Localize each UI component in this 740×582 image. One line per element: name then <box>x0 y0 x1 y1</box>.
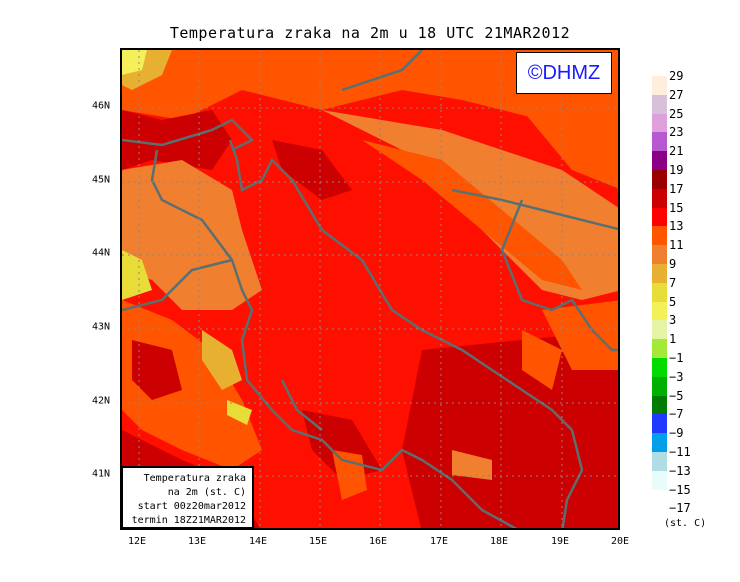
legend-swatch <box>652 113 667 133</box>
coastline-and-borders <box>122 50 618 528</box>
legend-swatch <box>652 376 667 396</box>
x-tick: 16E <box>368 536 388 547</box>
legend-label: −3 <box>669 369 684 384</box>
legend-label: 27 <box>669 87 684 102</box>
y-tick: 44N <box>92 247 111 259</box>
y-tick: 43N <box>92 321 111 333</box>
legend-swatch <box>652 320 667 340</box>
figure-title: Temperatura zraka na 2m u 18 UTC 21MAR20… <box>169 24 571 42</box>
legend-unit: (st. C) <box>664 518 707 529</box>
legend-swatch <box>652 132 667 152</box>
graticule <box>122 50 618 528</box>
legend-swatch <box>652 207 667 227</box>
info-line: termin 18Z21MAR2012 <box>131 515 246 526</box>
info-line: Temperatura zraka <box>143 473 246 484</box>
legend-label: 19 <box>669 163 684 177</box>
legend-swatch <box>652 188 667 208</box>
map-field <box>122 50 618 528</box>
legend-swatch <box>652 452 667 471</box>
legend-swatch <box>652 301 667 321</box>
legend-label: 9 <box>669 257 677 271</box>
legend-label: 5 <box>669 294 677 309</box>
legend-label: 29 <box>669 69 684 83</box>
x-tick: 13E <box>187 536 207 547</box>
legend-swatch <box>652 339 667 358</box>
legend-label: 23 <box>669 125 684 140</box>
legend-label: 7 <box>669 275 677 290</box>
temperature-fill <box>122 50 618 528</box>
dhmz-logo: ©DHMZ <box>516 52 612 94</box>
legend-label: 21 <box>669 144 684 159</box>
legend-swatch <box>652 94 667 114</box>
legend-label: −1 <box>669 351 684 365</box>
legend-label: 11 <box>669 238 684 253</box>
legend-label: 13 <box>669 219 684 234</box>
x-tick: 18E <box>489 536 509 547</box>
x-tick: 14E <box>248 536 268 547</box>
legend-swatch <box>652 282 667 302</box>
legend-swatch <box>652 151 667 170</box>
legend-swatch <box>652 245 667 264</box>
legend-label: −7 <box>669 407 684 422</box>
legend-swatch <box>652 470 667 490</box>
legend-swatch <box>652 395 667 415</box>
x-tick: 20E <box>610 536 630 547</box>
legend-label: 1 <box>669 332 677 347</box>
x-tick: 15E <box>308 536 328 547</box>
x-tick: 19E <box>550 536 570 547</box>
legend-label: −13 <box>669 463 691 478</box>
y-tick: 46N <box>92 100 111 112</box>
info-line: na 2m (st. C) <box>167 487 246 498</box>
legend-label: −11 <box>669 445 691 459</box>
legend-label: −17 <box>669 501 691 516</box>
y-tick: 45N <box>92 174 111 186</box>
legend-swatch <box>652 358 667 377</box>
x-tick: 17E <box>429 536 449 547</box>
legend-swatch <box>652 414 667 434</box>
info-box: Temperatura zraka na 2m (st. C) start 00… <box>121 466 254 529</box>
legend-swatch <box>652 264 667 283</box>
legend-swatch <box>652 170 667 189</box>
legend-label: 25 <box>669 106 684 121</box>
legend-label: −5 <box>669 388 684 403</box>
legend-label: 17 <box>669 181 684 196</box>
legend-swatch <box>652 226 667 246</box>
temperature-map <box>120 48 620 530</box>
y-tick: 42N <box>92 395 111 407</box>
x-tick: 12E <box>127 536 147 547</box>
info-line: start 00z20mar2012 <box>137 501 246 512</box>
legend-swatch <box>652 76 667 95</box>
legend-swatch <box>652 433 667 452</box>
legend-label: −15 <box>669 482 691 497</box>
legend-label: 3 <box>669 313 677 328</box>
legend-label: −9 <box>669 426 684 441</box>
y-tick: 41N <box>92 468 111 480</box>
legend-label: 15 <box>669 200 684 215</box>
